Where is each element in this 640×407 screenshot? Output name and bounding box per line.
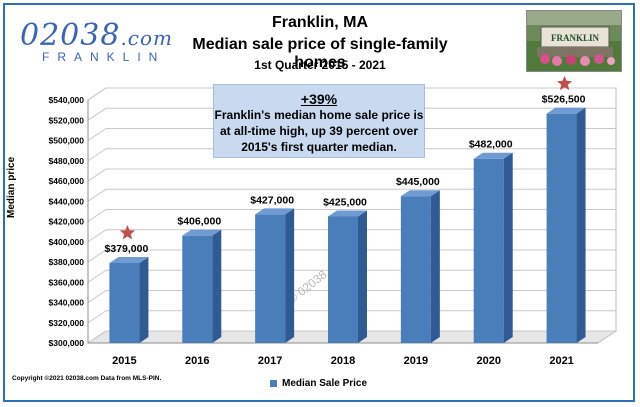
bar <box>546 113 577 343</box>
bar <box>400 196 431 343</box>
data-label: $482,000 <box>469 139 513 151</box>
site-logo: 02038.com <box>20 18 173 53</box>
gridline <box>87 128 616 141</box>
data-label: $379,000 <box>105 243 149 255</box>
logo-dotcom-text: .com <box>120 26 174 50</box>
y-tick-label: $440,000 <box>49 196 85 206</box>
gridline <box>87 188 616 202</box>
bar <box>109 263 140 343</box>
data-label: $406,000 <box>177 216 221 228</box>
bar-top <box>473 152 513 159</box>
chart-subtitle: 1st Quarter 2015 - 2021 <box>254 58 386 72</box>
bar-side <box>285 208 295 343</box>
y-tick-label: $300,000 <box>49 338 85 348</box>
data-label: $427,000 <box>250 194 294 206</box>
bar-side <box>139 257 149 343</box>
x-tick-label: 2020 <box>476 355 500 367</box>
star-icon <box>557 75 573 91</box>
y-tick-label: $320,000 <box>49 318 85 328</box>
chart-title-line1: Franklin, MA <box>271 14 368 31</box>
y-tick-label: $500,000 <box>49 136 85 146</box>
bar-top <box>182 229 222 236</box>
x-tick-label: 2015 <box>112 355 136 367</box>
franklin-sign-photo: FRANKLIN <box>526 10 622 72</box>
x-tick-label: 2018 <box>331 355 355 367</box>
x-tick-label: 2016 <box>185 355 209 367</box>
star-icon <box>119 225 135 240</box>
callout-headline: +39% <box>300 91 338 107</box>
bar-top <box>546 107 586 114</box>
y-tick-label: $340,000 <box>49 298 85 308</box>
gridline <box>87 148 616 162</box>
data-label: $526,500 <box>542 94 586 106</box>
bar-side <box>503 152 513 343</box>
gridline <box>87 107 616 121</box>
gridline <box>87 290 616 303</box>
chart-title-line2: Median sale price of single-family homes <box>192 36 448 71</box>
bar <box>182 235 213 343</box>
bar-top <box>109 257 149 264</box>
bar-side <box>358 210 367 343</box>
y-tick-label: $380,000 <box>49 257 85 267</box>
logo-main-text: 02038 <box>20 18 121 53</box>
callout-body: Franklin's median home sale price is at … <box>214 108 424 154</box>
franklin-sign-image: FRANKLIN <box>527 11 621 71</box>
x-tick-label: 2017 <box>258 355 282 367</box>
y-tick-label: $520,000 <box>49 115 85 125</box>
y-tick-label: $400,000 <box>49 237 85 247</box>
x-tick-label: 2019 <box>404 355 428 367</box>
legend-label: Median Sale Price <box>282 378 368 389</box>
y-tick-label: $540,000 <box>49 95 85 105</box>
bar-side <box>430 190 440 343</box>
photo-sign-text: FRANKLIN <box>551 33 600 43</box>
gridline <box>87 168 616 182</box>
bar-side <box>212 229 222 343</box>
bar-top <box>255 208 295 215</box>
gridline <box>87 87 616 101</box>
y-tick-label: $420,000 <box>49 217 85 227</box>
legend: Median Sale Price <box>270 378 367 389</box>
gridline <box>87 229 616 243</box>
y-tick-label: $360,000 <box>49 277 85 287</box>
gridline <box>87 330 616 344</box>
gridline <box>87 269 616 283</box>
bar <box>473 158 504 343</box>
bar <box>328 216 358 343</box>
gridline <box>87 249 616 263</box>
legend-swatch <box>270 380 277 387</box>
data-label: $445,000 <box>396 176 440 188</box>
bar <box>255 214 286 343</box>
bar-top <box>400 190 440 197</box>
bar-side <box>576 107 586 343</box>
gridline <box>87 310 616 324</box>
gridline <box>87 209 616 222</box>
bar-top <box>328 210 367 217</box>
copyright-note: Copyright ©2021 02038.com Data from MLS-… <box>12 375 162 382</box>
y-axis-label: Median price <box>6 156 17 218</box>
data-label: $425,000 <box>323 196 367 208</box>
y-tick-label: $460,000 <box>49 176 85 186</box>
x-tick-label: 2021 <box>549 355 573 367</box>
y-tick-label: $480,000 <box>49 156 85 166</box>
logo-subtitle: FRANKLIN <box>42 50 166 64</box>
callout-box: +39% Franklin's median home sale price i… <box>213 84 425 158</box>
